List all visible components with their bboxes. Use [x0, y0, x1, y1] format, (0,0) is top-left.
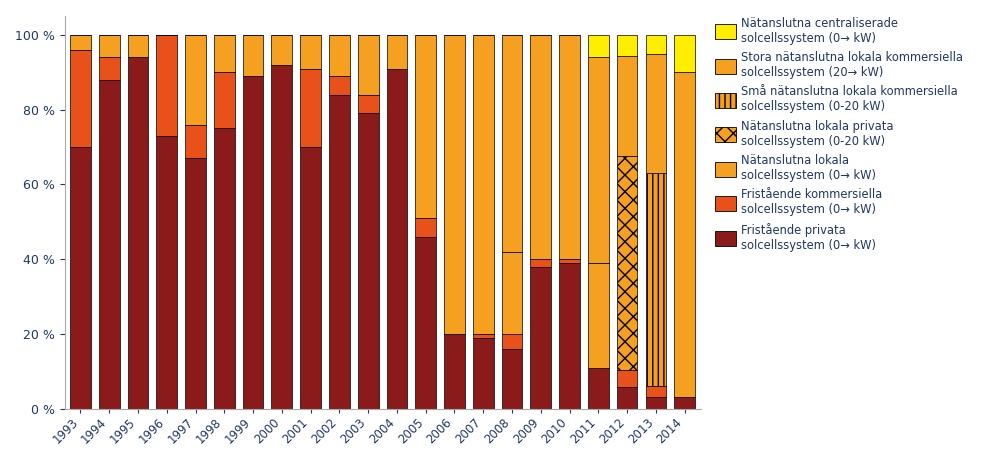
Bar	[444, 334, 464, 408]
Bar	[645, 397, 666, 408]
Bar	[675, 72, 695, 397]
Bar	[357, 95, 378, 113]
Bar	[415, 218, 436, 237]
Bar	[588, 367, 609, 408]
Bar	[186, 35, 206, 124]
Bar	[329, 76, 350, 95]
Bar	[214, 72, 235, 129]
Bar	[271, 35, 293, 65]
Bar	[70, 147, 90, 408]
Bar	[186, 124, 206, 158]
Bar	[617, 387, 637, 408]
Legend: Nätanslutna centraliserade
solcellssystem (0→ kW), Stora nätanslutna lokala komm: Nätanslutna centraliserade solcellssyste…	[713, 14, 965, 254]
Bar	[444, 35, 464, 334]
Bar	[559, 35, 580, 259]
Bar	[243, 76, 263, 408]
Bar	[156, 136, 177, 408]
Bar	[675, 35, 695, 72]
Bar	[473, 337, 494, 408]
Bar	[243, 35, 263, 76]
Bar	[70, 35, 90, 50]
Bar	[645, 173, 666, 386]
Bar	[357, 35, 378, 95]
Bar	[617, 156, 637, 370]
Bar	[70, 50, 90, 147]
Bar	[214, 35, 235, 72]
Bar	[645, 53, 666, 173]
Bar	[502, 35, 522, 252]
Bar	[128, 35, 148, 58]
Bar	[473, 35, 494, 334]
Bar	[387, 69, 408, 408]
Bar	[502, 349, 522, 408]
Bar	[415, 237, 436, 408]
Bar	[645, 386, 666, 397]
Bar	[617, 35, 637, 56]
Bar	[128, 58, 148, 408]
Bar	[186, 158, 206, 408]
Bar	[357, 113, 378, 408]
Bar	[99, 58, 120, 80]
Bar	[415, 35, 436, 218]
Bar	[300, 35, 321, 69]
Bar	[387, 35, 408, 69]
Bar	[300, 69, 321, 147]
Bar	[156, 35, 177, 136]
Bar	[675, 397, 695, 408]
Bar	[502, 252, 522, 334]
Bar	[329, 35, 350, 76]
Bar	[271, 65, 293, 408]
Bar	[588, 58, 609, 263]
Bar	[617, 56, 637, 156]
Bar	[99, 35, 120, 58]
Bar	[99, 80, 120, 408]
Bar	[329, 95, 350, 408]
Bar	[588, 263, 609, 367]
Bar	[559, 263, 580, 408]
Bar	[617, 370, 637, 387]
Bar	[473, 334, 494, 337]
Bar	[530, 266, 551, 408]
Bar	[530, 259, 551, 266]
Bar	[214, 129, 235, 408]
Bar	[300, 147, 321, 408]
Bar	[502, 334, 522, 349]
Bar	[588, 35, 609, 58]
Bar	[530, 35, 551, 259]
Bar	[645, 35, 666, 53]
Bar	[559, 259, 580, 263]
